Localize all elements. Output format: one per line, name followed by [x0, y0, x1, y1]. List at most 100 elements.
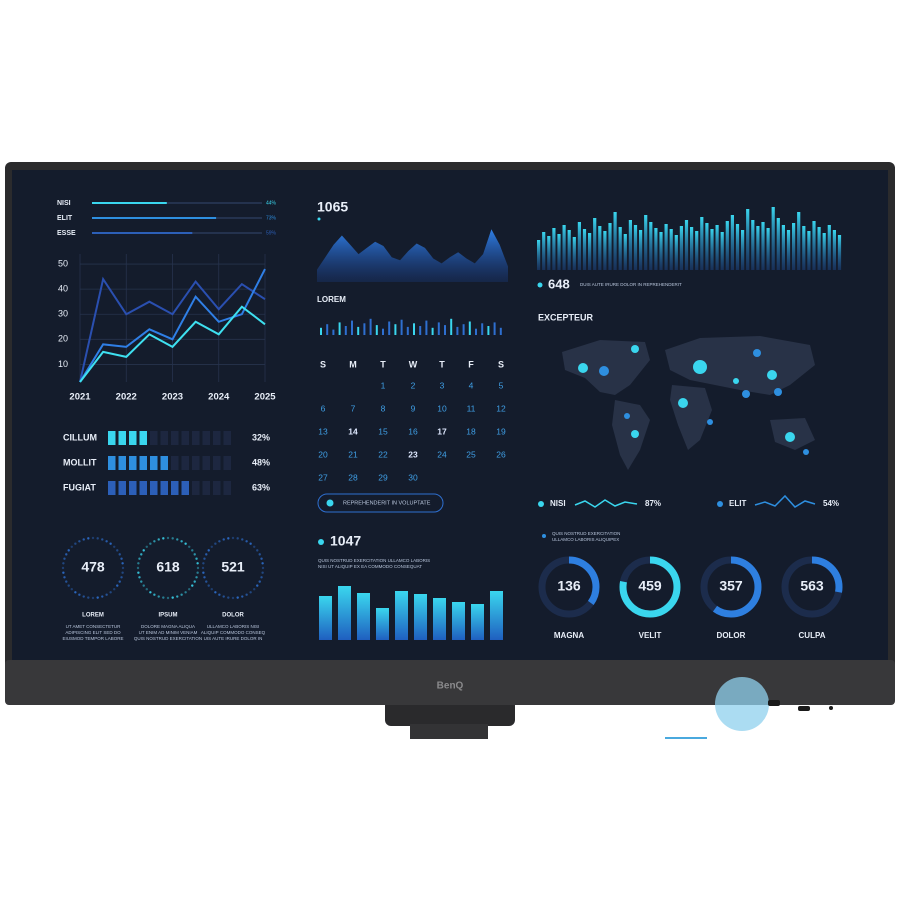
- wave-bar: [618, 227, 622, 270]
- gauge-dot: [207, 549, 210, 552]
- segment-filled: [139, 431, 147, 445]
- gauge-dot: [157, 538, 160, 541]
- wave-bar: [669, 229, 673, 270]
- mini-bar: [462, 324, 465, 335]
- wave-bar: [557, 234, 561, 270]
- gauge-dot: [109, 591, 112, 594]
- bar: [395, 591, 408, 640]
- wave-bar: [700, 217, 704, 270]
- calendar-day: 15: [378, 426, 388, 436]
- gauge-dot: [142, 549, 145, 552]
- segment: [150, 431, 158, 445]
- wave-bar: [710, 229, 714, 270]
- calendar-day: 8: [381, 403, 386, 413]
- gauge-dot: [74, 542, 77, 545]
- gauge-dot: [253, 545, 256, 548]
- title-dot: [537, 282, 543, 288]
- segment: [160, 431, 168, 445]
- gauge-dot: [105, 540, 108, 543]
- weekday: F: [468, 359, 474, 369]
- gauge-dot: [191, 549, 194, 552]
- mini-bar: [332, 329, 335, 335]
- wave-bar: [608, 223, 612, 270]
- control-button[interactable]: [798, 706, 810, 711]
- mini-bar: [456, 326, 459, 335]
- bar: [92, 202, 167, 204]
- gauge-dot: [65, 553, 68, 556]
- button-highlight[interactable]: [715, 677, 769, 731]
- control-button[interactable]: [829, 706, 833, 710]
- gauge-dot: [195, 576, 198, 579]
- x-tick-label: 2021: [69, 392, 91, 403]
- gauge-dot: [171, 537, 174, 540]
- segment-filled: [129, 431, 137, 445]
- calendar-day: 25: [466, 449, 476, 459]
- gauge-text: DOLORE MAGNA ALIQUA: [141, 624, 195, 629]
- bar: [414, 594, 427, 640]
- gauge-label: LOREM: [82, 613, 104, 619]
- calendar-day: 9: [411, 403, 416, 413]
- gauge-dot: [210, 545, 213, 548]
- button[interactable]: [317, 493, 444, 513]
- wave-bar: [547, 236, 551, 270]
- segment-value: 48%: [252, 457, 270, 467]
- calendar-day: 22: [378, 449, 388, 459]
- control-button[interactable]: [768, 700, 780, 706]
- weekday: S: [498, 359, 504, 369]
- gauge-dot: [203, 557, 206, 560]
- wave-bar: [715, 225, 719, 270]
- gauge-dot: [253, 588, 256, 591]
- gauge-dot: [116, 584, 119, 587]
- calendar-day: 12: [496, 403, 506, 413]
- gauge-dot: [96, 537, 99, 540]
- mini-bar: [357, 326, 360, 335]
- wave-bar: [725, 221, 729, 270]
- wave-bar: [766, 228, 770, 270]
- calendar-day: 28: [348, 472, 358, 482]
- gauge-dot: [118, 553, 121, 556]
- mini-bar: [400, 319, 403, 335]
- segment-filled: [171, 481, 179, 495]
- gauge-dot: [145, 588, 148, 591]
- accent-line: [665, 737, 707, 739]
- segment: [213, 456, 221, 470]
- gauge-dot: [193, 580, 196, 583]
- gauge-text: UIS AUTE IRURE DOLOR IN: [204, 636, 263, 641]
- calendar-day: 6: [321, 403, 326, 413]
- bar-label: NISI: [57, 200, 71, 207]
- gauge-text: UT ENIM AD MINIM VENIAM: [139, 630, 198, 635]
- gauge-dot: [196, 562, 199, 565]
- wave-bar: [623, 234, 627, 270]
- calendar-day: 29: [378, 472, 388, 482]
- gauge-dot: [205, 580, 208, 583]
- button-label[interactable]: REPREHENDERIT IN VOLUPTATE: [343, 500, 431, 506]
- bar: [490, 591, 503, 640]
- ring-arc: [619, 556, 681, 618]
- wave-bar: [562, 225, 566, 270]
- gauge-dot: [140, 580, 143, 583]
- y-tick-label: 50: [58, 258, 68, 268]
- mini-title: LOREM: [317, 295, 346, 304]
- gauge-dot: [176, 595, 179, 598]
- gauge-dot: [116, 549, 119, 552]
- gauge-dot: [82, 595, 85, 598]
- gauge-dot: [184, 542, 187, 545]
- mini-bar: [375, 325, 378, 335]
- mini-bar: [499, 327, 502, 335]
- calendar-day: 7: [351, 403, 356, 413]
- bar: [92, 232, 193, 234]
- segment: [192, 481, 200, 495]
- gauge-dot: [149, 542, 152, 545]
- stat-value: 87%: [645, 499, 661, 508]
- segment: [223, 431, 231, 445]
- segment: [213, 481, 221, 495]
- wave-bar: [679, 226, 683, 270]
- wave-bar: [567, 230, 571, 270]
- bar-label: ESSE: [57, 230, 76, 237]
- bar: [433, 598, 446, 640]
- gauge-dot: [191, 584, 194, 587]
- note-text: ULLAMCO LABORIS ALIQUIPEX: [552, 537, 619, 542]
- gauge-dot: [62, 571, 65, 574]
